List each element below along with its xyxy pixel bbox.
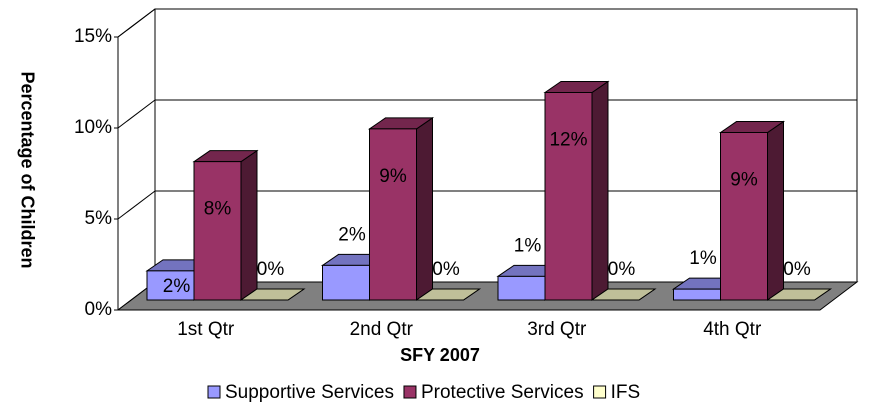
data-label: 9%: [379, 166, 407, 187]
y-tick-label: 10%: [74, 117, 112, 138]
bar: [239, 288, 306, 301]
data-label: 0%: [257, 259, 285, 280]
x-tick-label: 3rd Qtr: [527, 319, 587, 340]
x-tick-label: 4th Qtr: [703, 319, 762, 340]
bar-front: [673, 288, 721, 301]
x-tick-label: 2nd Qtr: [350, 319, 414, 340]
bar: [367, 116, 435, 301]
bar: [765, 288, 833, 301]
data-label: 0%: [432, 259, 460, 280]
bar-front: [720, 132, 768, 301]
bar-side: [591, 80, 609, 301]
y-tick-label: 0%: [85, 299, 113, 320]
grid-line: [117, 8, 156, 38]
bar: [543, 80, 610, 301]
data-label: 2%: [338, 224, 366, 245]
bar-front: [193, 161, 242, 301]
legend-swatch: [593, 385, 607, 399]
data-label: 1%: [514, 235, 542, 256]
data-label: 2%: [163, 276, 191, 297]
bar: [718, 120, 786, 301]
data-label: 12%: [549, 130, 587, 151]
x-axis-title: SFY 2007: [400, 345, 480, 365]
bar-front: [544, 92, 593, 301]
bar-front: [369, 128, 417, 301]
data-label: 8%: [204, 199, 232, 220]
bar-front: [497, 275, 546, 301]
legend-label: Protective Services: [421, 382, 584, 403]
legend-swatch: [403, 385, 417, 399]
legend-swatch: [207, 385, 221, 399]
data-label: 9%: [730, 170, 758, 191]
bar-front: [322, 264, 370, 301]
y-axis-title: Percentage of Children: [17, 71, 37, 268]
legend-label: IFS: [611, 382, 641, 403]
data-label: 0%: [783, 259, 811, 280]
bar: [192, 149, 259, 301]
bar-side: [767, 120, 784, 301]
grid-line: [117, 99, 156, 129]
bar: [590, 288, 657, 301]
data-label: 0%: [608, 259, 636, 280]
side-wall: [117, 8, 156, 310]
bar-side: [416, 116, 433, 301]
y-tick-label: 15%: [74, 26, 112, 47]
bar: [414, 288, 482, 301]
data-label: 1%: [689, 248, 717, 269]
y-tick-label: 5%: [85, 208, 113, 229]
grid-line: [117, 190, 156, 220]
x-tick-label: 1st Qtr: [177, 319, 235, 340]
bar-side: [240, 149, 258, 301]
legend-label: Supportive Services: [225, 382, 394, 403]
